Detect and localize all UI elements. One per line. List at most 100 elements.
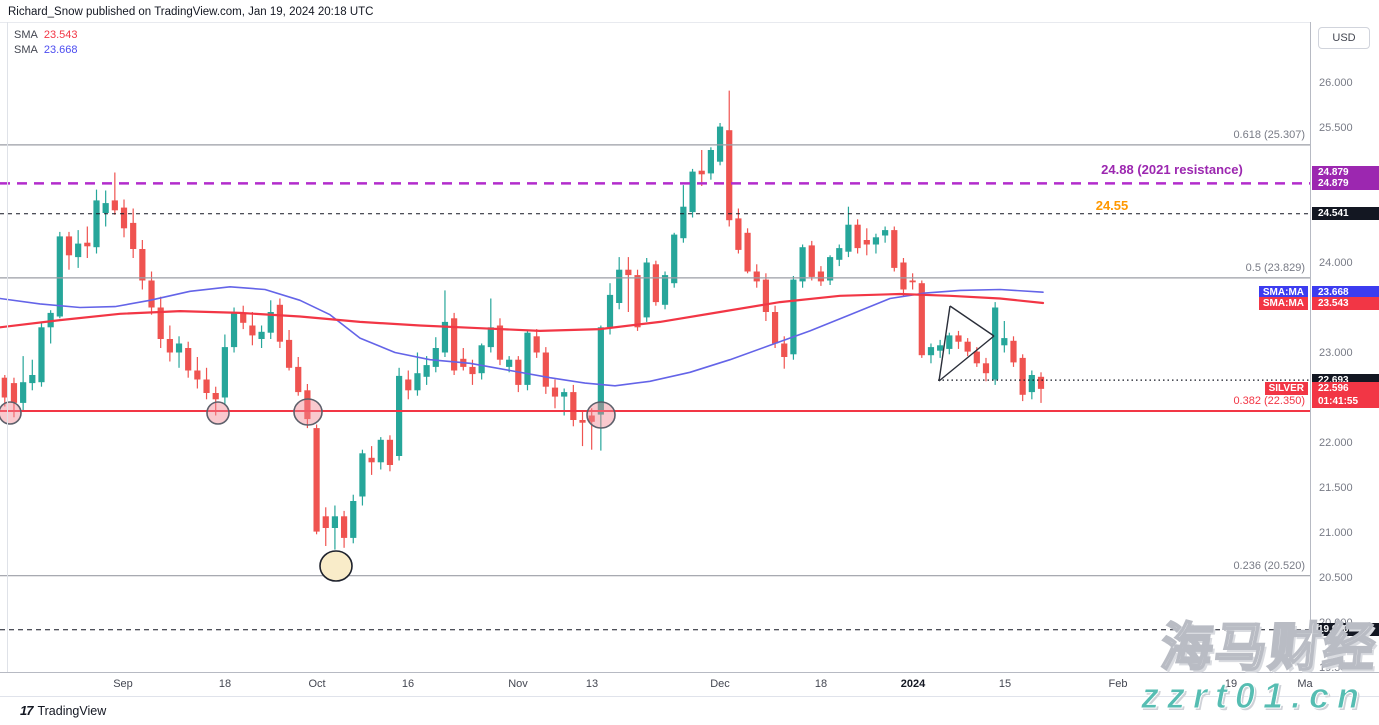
candle xyxy=(625,269,632,276)
candle xyxy=(680,206,687,239)
candle xyxy=(863,240,870,245)
candle xyxy=(845,224,852,252)
date-label-18: 18 xyxy=(218,678,232,690)
price-line-label: 24.879 xyxy=(1312,176,1379,190)
last-price-countdown-label: 22.596 01:41:55 xyxy=(1312,382,1379,409)
candle xyxy=(10,383,18,403)
candle xyxy=(1037,376,1045,389)
candle xyxy=(964,341,971,352)
price-tick-label: 19.500 xyxy=(1319,661,1353,674)
candle xyxy=(359,453,366,497)
candle xyxy=(285,339,293,368)
candle xyxy=(716,126,724,162)
time-axis[interactable]: Sep 18 Oct 16 Nov 13 Dec 18 2024 15 Feb 19 Ma xyxy=(0,672,1379,697)
candle xyxy=(148,280,155,308)
candle xyxy=(799,247,806,282)
pane-top-divider xyxy=(0,22,1379,23)
candle xyxy=(588,415,595,422)
candle xyxy=(157,307,164,339)
candle xyxy=(891,230,898,268)
date-label-feb: Feb xyxy=(1108,678,1128,690)
sma-legend-row-slow[interactable]: SMA 23.668 xyxy=(14,43,78,58)
candle xyxy=(478,345,485,374)
sma-fast-label: SMA xyxy=(14,29,38,41)
tradingview-logo[interactable]: 17 TradingView xyxy=(20,703,106,718)
last-price-value: 22.596 xyxy=(1318,383,1349,395)
candle xyxy=(946,335,953,349)
candle xyxy=(836,248,843,260)
triangle-pattern-drawing[interactable] xyxy=(949,305,995,337)
price-tick-label: 26.000 xyxy=(1319,76,1353,89)
candle xyxy=(817,271,825,282)
candle xyxy=(221,347,228,398)
tradingview-logo-text: TradingView xyxy=(37,703,107,718)
candle xyxy=(854,224,861,249)
date-label-18: 18 xyxy=(814,678,828,690)
fib-level-label: 0.382 (22.350) xyxy=(1233,395,1305,407)
candle xyxy=(75,243,82,258)
date-label-2024: 2024 xyxy=(900,678,926,690)
circle-marker-drawing[interactable] xyxy=(206,401,230,425)
candle xyxy=(753,271,760,282)
sma-slow-line[interactable] xyxy=(0,285,1044,387)
sma-legend-row-fast[interactable]: SMA 23.543 xyxy=(14,28,78,43)
candle xyxy=(93,200,100,248)
circle-marker-drawing[interactable] xyxy=(293,398,323,426)
price-axis[interactable]: USD 26.000 25.500 24.000 23.000 22.000 21.500… xyxy=(1310,22,1379,697)
candle xyxy=(258,331,265,339)
candle xyxy=(20,382,27,403)
candle xyxy=(304,390,311,420)
fib-level-label: 0.5 (23.829) xyxy=(1245,261,1305,274)
candle xyxy=(368,457,375,463)
candle xyxy=(762,279,770,312)
candle xyxy=(973,351,980,364)
candle xyxy=(276,304,283,342)
currency-toggle-button[interactable]: USD xyxy=(1318,27,1370,49)
price-line-label: 24.879 xyxy=(1312,165,1379,179)
candle xyxy=(102,203,109,213)
date-label-oct: Oct xyxy=(308,678,326,690)
fib-level-label: 0.236 (20.520) xyxy=(1233,559,1305,572)
sma-fast-line[interactable] xyxy=(0,292,1045,332)
candle xyxy=(808,245,815,277)
tradingview-logo-icon: 17 xyxy=(20,703,34,718)
candle xyxy=(166,339,173,353)
indicator-legend[interactable]: SMA 23.543 SMA 23.668 xyxy=(14,28,78,58)
candle xyxy=(1001,338,1008,346)
candle xyxy=(671,234,678,284)
candle xyxy=(331,516,339,528)
candle xyxy=(29,375,36,384)
triangle-pattern-drawing[interactable] xyxy=(938,305,951,382)
circle-marker-drawing[interactable] xyxy=(319,550,353,582)
price-line-label: 24.541 xyxy=(1312,207,1379,221)
price-callout-text: 24.55 xyxy=(1095,198,1129,213)
candle xyxy=(295,366,302,393)
candle xyxy=(597,327,604,415)
pane-left-divider xyxy=(7,22,8,672)
candle xyxy=(827,257,834,281)
candle xyxy=(698,170,705,175)
footer-bar: 17 TradingView xyxy=(0,698,1379,725)
candle xyxy=(249,325,256,336)
candle xyxy=(84,242,91,247)
candle xyxy=(790,279,797,355)
candle xyxy=(212,393,219,400)
date-label-dec: Dec xyxy=(710,678,730,690)
candle xyxy=(414,373,421,391)
date-label-nov: Nov xyxy=(508,678,528,690)
circle-marker-drawing[interactable] xyxy=(0,401,22,425)
candle xyxy=(175,343,183,353)
sma-fast-value: 23.543 xyxy=(43,29,78,41)
candle xyxy=(882,230,889,236)
circle-marker-drawing[interactable] xyxy=(586,401,616,429)
price-tick-label: 24.000 xyxy=(1319,256,1353,269)
candle xyxy=(47,312,54,328)
candle xyxy=(1028,375,1035,393)
triangle-pattern-drawing[interactable] xyxy=(938,335,995,382)
candle xyxy=(643,262,650,318)
bar-countdown: 01:41:55 xyxy=(1318,396,1359,408)
candle xyxy=(1,377,8,398)
candle xyxy=(340,516,348,538)
